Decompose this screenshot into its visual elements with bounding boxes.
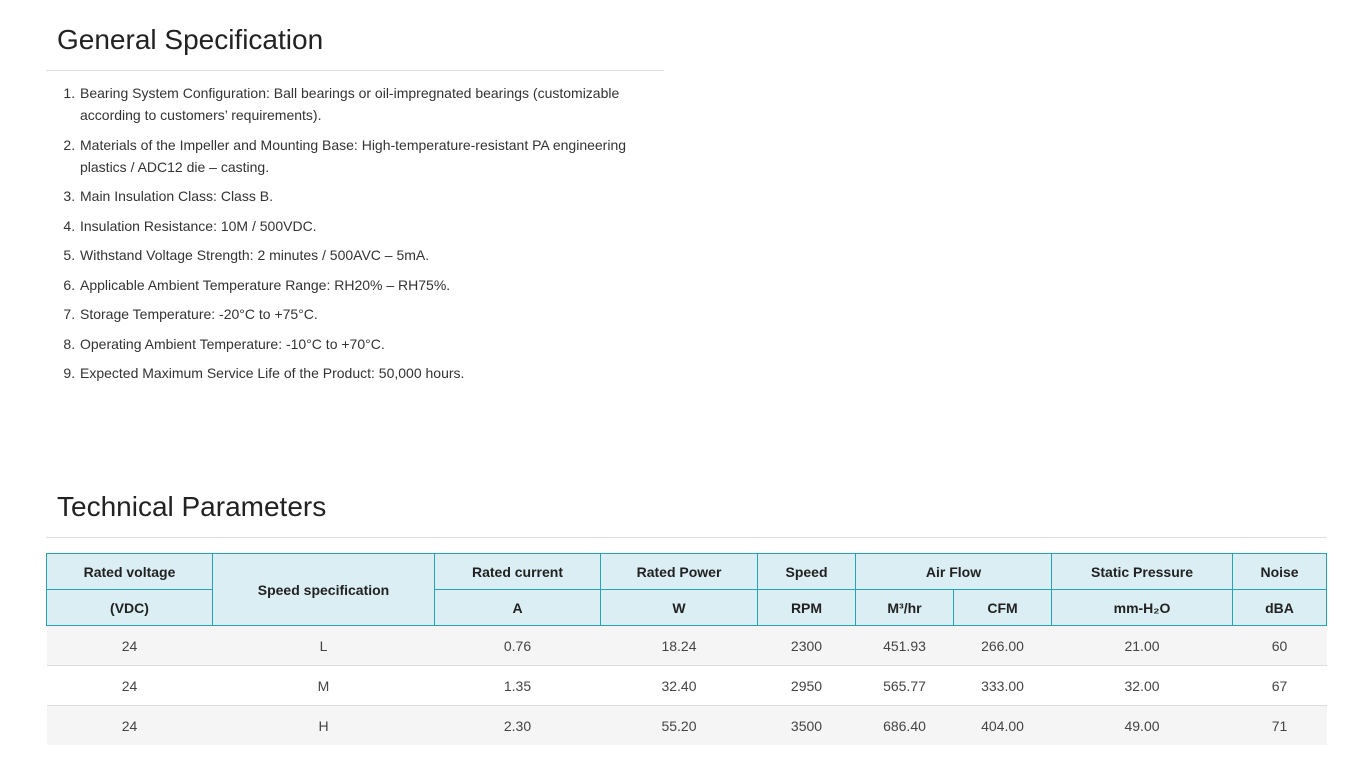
spec-item: Applicable Ambient Temperature Range: RH… bbox=[79, 274, 664, 296]
spec-item: Bearing System Configuration: Ball beari… bbox=[79, 82, 664, 126]
unit-cell: W bbox=[600, 589, 758, 626]
data-cell: 21.00 bbox=[1051, 625, 1233, 666]
spec-item: Materials of the Impeller and Mounting B… bbox=[79, 134, 664, 178]
unit-cell: RPM bbox=[757, 589, 856, 626]
data-cell: 60 bbox=[1232, 625, 1327, 666]
spec-item: Operating Ambient Temperature: -10°C to … bbox=[79, 333, 664, 355]
unit-cell: (VDC) bbox=[46, 589, 213, 626]
data-cell: 3500 bbox=[757, 705, 856, 745]
header-cell: Speed specification bbox=[212, 553, 435, 626]
data-row: 24 L 0.76 18.24 2300 451.93 266.00 21.00 60 bbox=[46, 625, 1327, 666]
spec-item: Expected Maximum Service Life of the Pro… bbox=[79, 362, 664, 384]
data-cell: 32.40 bbox=[600, 665, 758, 706]
data-cell: 2950 bbox=[757, 665, 856, 706]
unit-cell: A bbox=[434, 589, 601, 626]
unit-cell: dBA bbox=[1232, 589, 1328, 626]
spec-item: Main Insulation Class: Class B. bbox=[79, 185, 664, 207]
spec-item: Insulation Resistance: 10M / 500VDC. bbox=[79, 215, 664, 237]
data-row: 24 M 1.35 32.40 2950 565.77 333.00 32.00 67 bbox=[46, 665, 1327, 706]
section-title: General Specification bbox=[57, 24, 324, 55]
header-cell: Rated voltage bbox=[46, 553, 213, 590]
data-cell: L bbox=[212, 625, 435, 666]
parameters-table: Rated voltage Speed specification Rated … bbox=[46, 553, 1328, 745]
divider bbox=[46, 537, 1326, 538]
unit-cell: M³/hr bbox=[855, 589, 954, 626]
units-row: (VDC) A W RPM M³/hr CFM mm-H₂O dBA bbox=[46, 589, 1328, 626]
header-cell: Air Flow bbox=[854, 553, 1053, 590]
data-row: 24 H 2.30 55.20 3500 686.40 404.00 49.00 71 bbox=[46, 705, 1327, 745]
data-cell: 24 bbox=[46, 705, 213, 745]
header-row: Rated voltage Speed specification Rated … bbox=[46, 553, 1328, 626]
data-cell: 333.00 bbox=[953, 665, 1052, 706]
unit-cell: mm-H₂O bbox=[1051, 589, 1234, 626]
data-cell: 686.40 bbox=[855, 705, 954, 745]
data-cell: 266.00 bbox=[953, 625, 1052, 666]
data-cell: 1.35 bbox=[434, 665, 601, 706]
header-cell: Speed bbox=[757, 553, 856, 590]
spec-list: Bearing System Configuration: Ball beari… bbox=[46, 82, 664, 384]
header-cell: Static Pressure bbox=[1051, 553, 1234, 590]
table-body: 24 L 0.76 18.24 2300 451.93 266.00 21.00 60 24 M 1.… bbox=[46, 625, 1327, 745]
data-cell: H bbox=[212, 705, 435, 745]
section-title: Technical Parameters bbox=[57, 491, 327, 522]
data-cell: 451.93 bbox=[855, 625, 954, 666]
data-cell: M bbox=[212, 665, 435, 706]
data-cell: 24 bbox=[46, 665, 213, 706]
data-cell: 24 bbox=[46, 625, 213, 666]
data-cell: 565.77 bbox=[855, 665, 954, 706]
data-cell: 0.76 bbox=[434, 625, 601, 666]
data-cell: 2300 bbox=[757, 625, 856, 666]
technical-section: Technical Parameters Rated voltage Speed… bbox=[46, 485, 1328, 745]
data-cell: 2.30 bbox=[434, 705, 601, 745]
data-cell: 55.20 bbox=[600, 705, 758, 745]
divider bbox=[46, 70, 664, 71]
general-section: General Specification Bearing System Con… bbox=[46, 18, 664, 392]
spec-item: Storage Temperature: -20°C to +75°C. bbox=[79, 303, 664, 325]
header-cell: Rated current bbox=[434, 553, 601, 590]
data-cell: 49.00 bbox=[1051, 705, 1233, 745]
data-cell: 71 bbox=[1232, 705, 1327, 745]
header-cell: Rated Power bbox=[600, 553, 758, 590]
data-cell: 404.00 bbox=[953, 705, 1052, 745]
data-cell: 67 bbox=[1232, 665, 1327, 706]
header-cell: Noise bbox=[1232, 553, 1328, 590]
data-cell: 32.00 bbox=[1051, 665, 1233, 706]
unit-cell: CFM bbox=[952, 589, 1053, 626]
data-cell: 18.24 bbox=[600, 625, 758, 666]
spec-item: Withstand Voltage Strength: 2 minutes / … bbox=[79, 244, 664, 266]
